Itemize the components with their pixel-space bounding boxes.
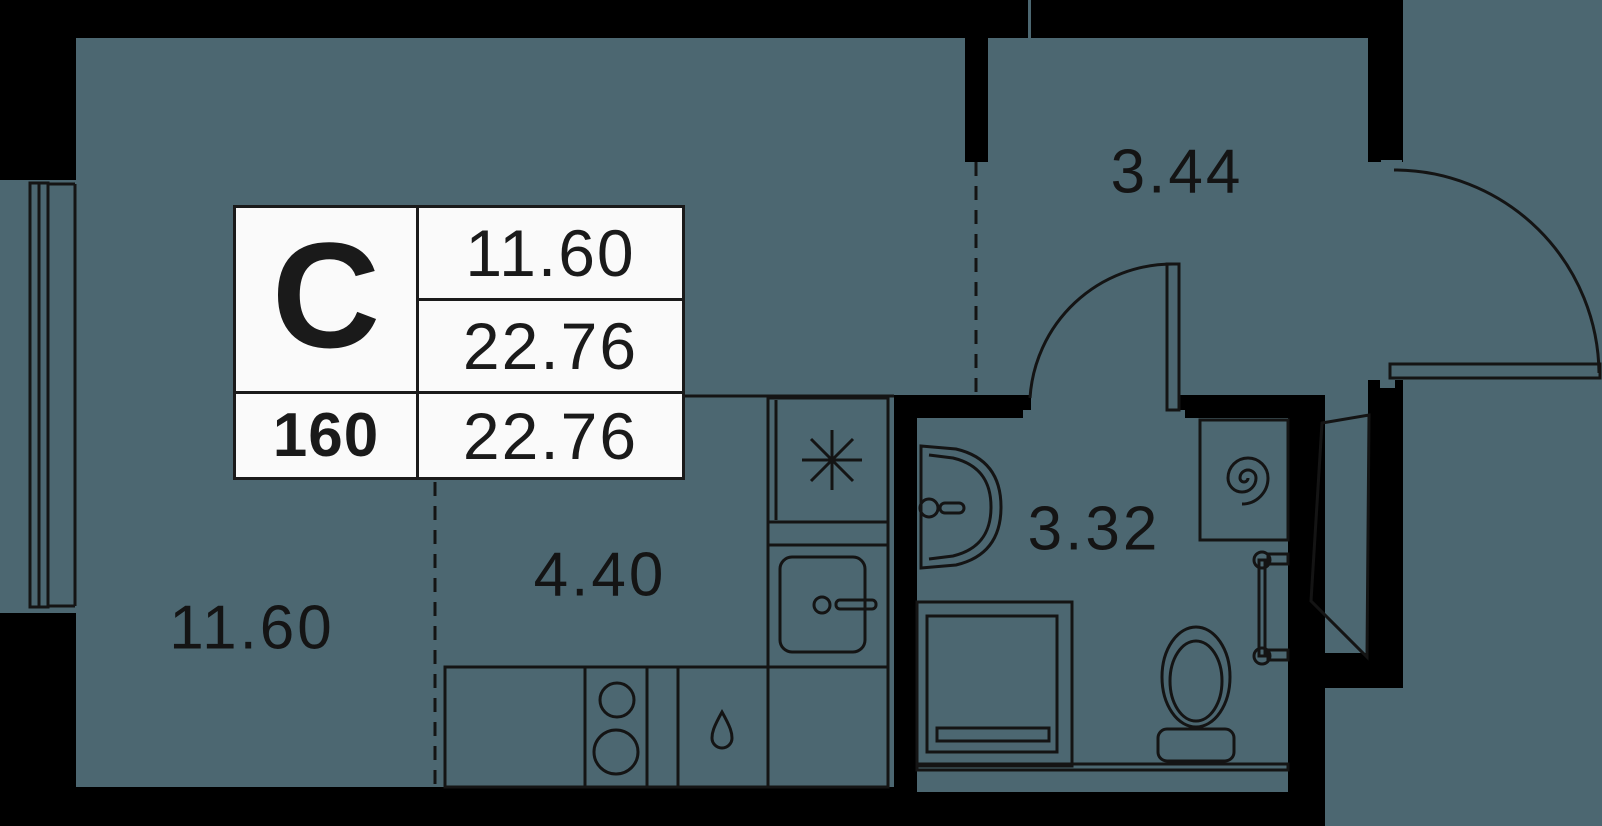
entry-door-leaf [1388, 362, 1602, 380]
spiral-boiler-icon [1226, 456, 1270, 506]
hob-burner-icon [598, 681, 636, 719]
room-area-label-kitchen: 4.40 [533, 540, 667, 610]
basin-faucet-icon [918, 497, 940, 519]
room-area-label-bathroom: 3.32 [1027, 494, 1161, 564]
kitchen-sink [766, 520, 890, 669]
unit-number: 160 [236, 391, 419, 477]
kitchen-counter [443, 665, 890, 789]
wall-east-pillar-top [1368, 0, 1403, 162]
entry-door-jamb-bottom [1380, 380, 1395, 388]
entry-door [1388, 168, 1602, 380]
bath-door-jamb-left [1023, 410, 1031, 418]
wall-kitchen-bath-divider [894, 395, 917, 792]
room-area-label-hallway: 3.44 [1110, 137, 1244, 207]
walls [0, 0, 1403, 826]
bathroom-basin [918, 444, 1003, 570]
bathroom-door [1028, 262, 1181, 412]
total-area-value: 22.76 [419, 298, 682, 391]
niche-door-leaf [1309, 413, 1371, 661]
wall-top-left-pillar [0, 0, 76, 180]
towel-rail [1252, 550, 1290, 666]
washing-machine [915, 600, 1074, 768]
entry-door-jamb-top [1381, 160, 1402, 170]
kitchen-faucet-icon [812, 595, 832, 615]
linework [28, 162, 1602, 789]
total-area-repeat: 22.76 [419, 391, 682, 477]
room-area-label-living: 11.60 [169, 593, 335, 663]
entry-door-swing-arc [1393, 168, 1601, 374]
wall-kitchen-north [894, 395, 1031, 418]
unit-info-table: С 11.60 22.76 160 22.76 [233, 205, 685, 480]
wall-top [0, 0, 1403, 38]
stove-asterisk-icon [802, 430, 862, 490]
window-icon [28, 181, 77, 609]
wall-seam [1028, 0, 1031, 38]
wall-living-hall-stub [965, 38, 988, 162]
toilet [1156, 625, 1236, 763]
wall-bath-south [909, 792, 1293, 826]
living-area-value: 11.60 [465, 216, 636, 290]
bathroom-door-leaf [1165, 262, 1181, 412]
wall-east-pillar-bottom [1368, 380, 1403, 688]
drop-icon [710, 708, 734, 750]
wall-seams [1023, 0, 1402, 418]
unit-type-label: С [236, 208, 419, 391]
bath-door-jamb-right [1178, 410, 1185, 418]
wall-bottom [0, 787, 917, 826]
bath-south-thin-wall [915, 762, 1290, 772]
hob-burner-icon [592, 728, 640, 776]
bathroom-door-swing-arc [1028, 262, 1174, 399]
water-heater [1198, 418, 1290, 542]
